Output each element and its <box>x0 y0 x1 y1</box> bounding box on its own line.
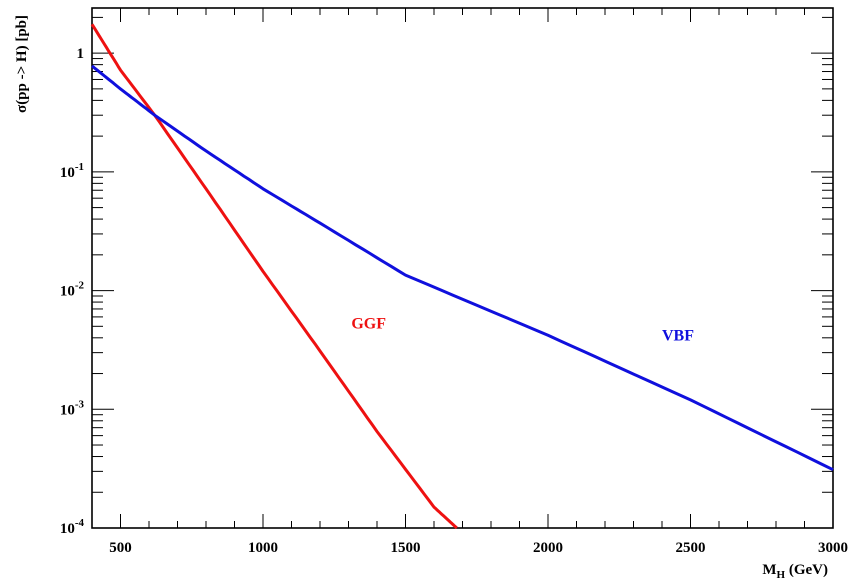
series-label-ggf: GGF <box>351 315 386 332</box>
x-tick-label: 2500 <box>676 540 706 556</box>
plot-frame <box>91 7 834 529</box>
x-tick-label: 1500 <box>391 540 421 556</box>
y-tick-label-exponent: -1 <box>75 161 84 173</box>
y-tick-label: 10-2 <box>60 280 85 300</box>
x-axis-title-units: (GeV) <box>785 562 828 578</box>
y-tick-label-base: 10 <box>60 402 75 418</box>
y-tick-label: 10-4 <box>60 517 85 537</box>
y-tick-label: 1 <box>77 46 85 62</box>
y-tick-label: 10-1 <box>60 161 84 181</box>
series-label-vbf: VBF <box>662 327 694 344</box>
annotations: GGF VBF <box>351 315 694 344</box>
x-tick-label: 1000 <box>248 540 278 556</box>
x-tick-label: 500 <box>109 540 132 556</box>
series-line-vbf <box>91 64 834 472</box>
y-tick-label-base: 1 <box>77 46 85 62</box>
x-tick-label: 2000 <box>533 540 563 556</box>
x-axis-title-main: M <box>762 562 776 578</box>
y-tick-label-base: 10 <box>60 165 75 181</box>
y-axis-title: σ(pp -> H) [pb] <box>14 15 30 113</box>
y-tick-label-base: 10 <box>60 521 75 537</box>
x-axis-title: MH (GeV) <box>762 562 828 581</box>
series-layer <box>90 23 834 530</box>
y-tick-label-exponent: -4 <box>75 517 85 529</box>
y-tick-label-base: 10 <box>60 284 75 300</box>
x-axis-title-sub: H <box>777 569 786 581</box>
series-line-ggf <box>90 23 458 530</box>
axis-ticks <box>91 8 834 529</box>
x-tick-label: 3000 <box>818 540 848 556</box>
y-tick-label-exponent: -2 <box>75 280 85 292</box>
y-tick-label-exponent: -3 <box>75 398 85 410</box>
y-tick-label: 10-3 <box>60 398 85 418</box>
